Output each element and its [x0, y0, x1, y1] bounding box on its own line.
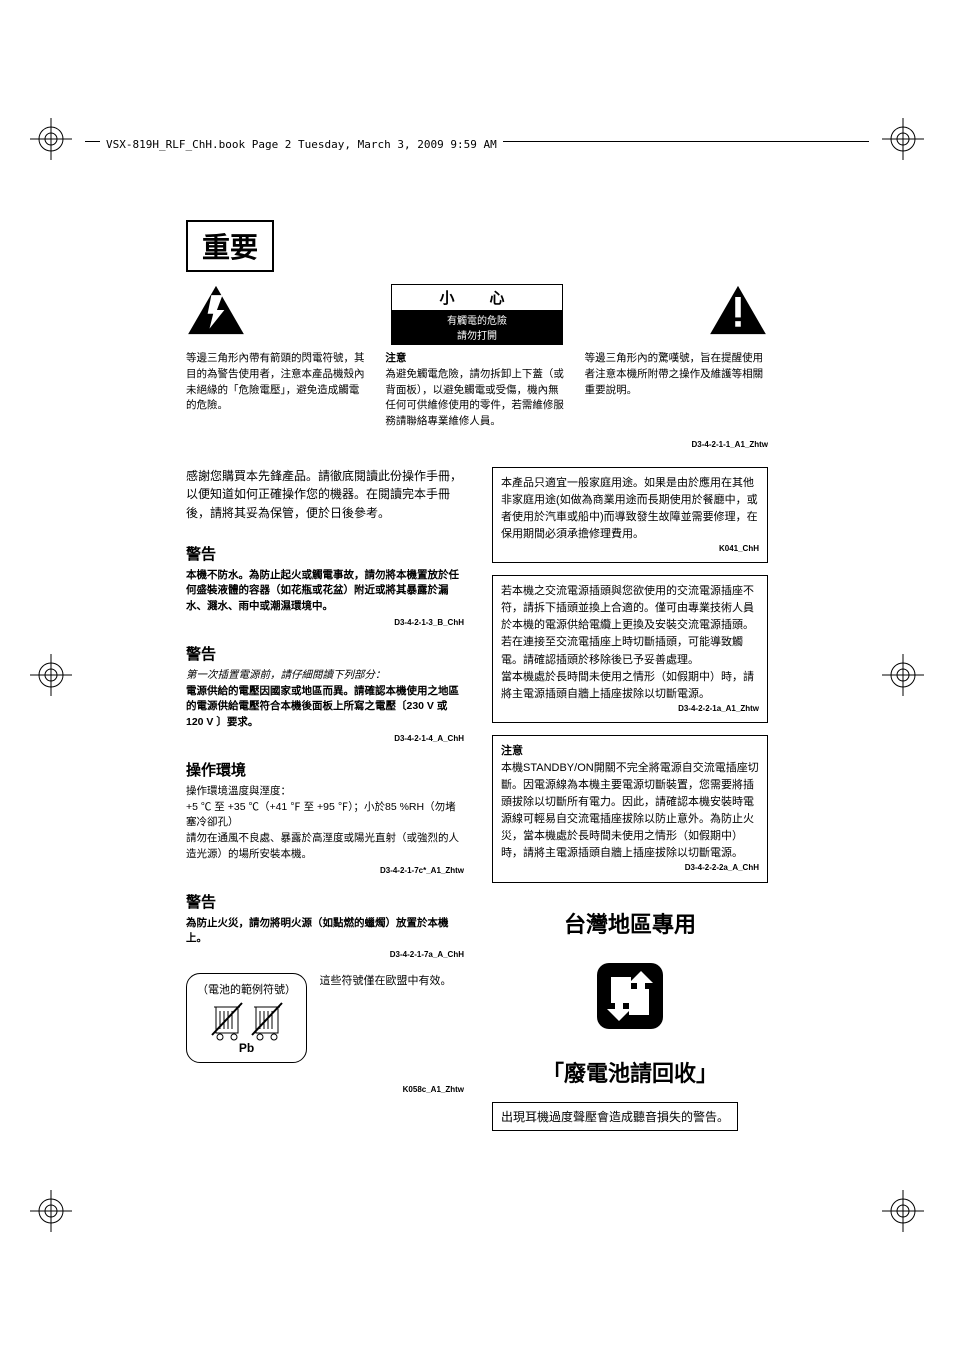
env-ref: D3-4-2-1-7c*_A1_Zhtw — [186, 866, 464, 875]
warn1-body: 本機不防水。為防止起火或觸電事故，請勿將本機置放於任何盛裝液體的容器（如花瓶或花… — [186, 568, 464, 615]
rbox3-text: 本機STANDBY/ON開關不完全將電源自交流電插座切斷。因電源線為本機主要電源… — [501, 762, 759, 859]
recycle-icon — [591, 957, 669, 1035]
mid-desc: 為避免觸電危險，請勿拆卸上下蓋（或背面板），以避免觸電或受傷，機內無任何可供維修… — [385, 368, 564, 427]
reg-mark-tl — [30, 118, 72, 160]
caution-box: 小 心 有觸電的危險請勿打開 — [391, 284, 563, 345]
reg-mark-bl — [30, 1190, 72, 1232]
taiwan-sub: 「廢電池請回收」 — [492, 1056, 768, 1088]
intro-text: 感謝您購買本先鋒產品。請徹底閱讀此份操作手冊，以便知道如何正確操作您的機器。在閱… — [186, 467, 464, 523]
taiwan-title: 台灣地區專用 — [492, 907, 768, 939]
warn2-ref: D3-4-2-1-4_A_ChH — [186, 734, 464, 743]
rbox1: 本產品只適宜一般家庭用途。如果是由於應用在其他非家庭用途(如做為商業用途而長期使… — [492, 467, 768, 564]
reg-mark-tr — [882, 118, 924, 160]
caution-line2: 請勿打開 — [392, 327, 562, 342]
exclaim-triangle-icon — [708, 284, 768, 336]
battery-pb: Pb — [197, 1041, 296, 1055]
rbox2a: 若本機之交流電源插頭與您欲使用的交流電源插座不符，請拆下插頭並換上合適的。僅可由… — [501, 583, 759, 668]
caution-line1: 有觸電的危險 — [392, 312, 562, 327]
bottom-box: 出現耳機過度聲壓會造成聽音損失的警告。 — [492, 1102, 738, 1131]
shock-triangle-icon — [186, 284, 246, 336]
rbox2-ref: D3-4-2-2-1a_A1_Zhtw — [501, 703, 759, 715]
rbox1-text: 本產品只適宜一般家庭用途。如果是由於應用在其他非家庭用途(如做為商業用途而長期使… — [501, 477, 758, 540]
battery-bin-icon — [210, 1001, 244, 1041]
content-area: 重要 小 心 有觸電的危險請勿打開 等邊三角形內帶有箭頭的閃電符號，其目的為警告… — [186, 220, 768, 1131]
shock-desc: 等邊三角形內帶有箭頭的閃電符號，其目的為警告使用者，注意本產品機殼內未絕緣的「危… — [186, 351, 369, 430]
battery-bin-pb-icon — [250, 1001, 284, 1041]
caution-row: 小 心 有觸電的危險請勿打開 — [186, 284, 768, 345]
rbox1-ref: K041_ChH — [501, 543, 759, 555]
env-b1: 操作環境溫度與溼度： — [186, 784, 464, 800]
exclaim-desc: 等邊三角形內的驚嘆號，旨在提醒使用者注意本機所附帶之操作及維護等相關重要說明。 — [585, 351, 768, 430]
warn3-ref: D3-4-2-1-7a_A_ChH — [186, 950, 464, 959]
env-head: 操作環境 — [186, 759, 464, 780]
warn3-body: 為防止火災，請勿將明火源（如點燃的蠟燭）放置於本機上。 — [186, 916, 464, 948]
ref-top: D3-4-2-1-1_A1_Zhtw — [186, 440, 768, 449]
warn2-head: 警告 — [186, 643, 464, 664]
left-column: 感謝您購買本先鋒產品。請徹底閱讀此份操作手冊，以便知道如何正確操作您的機器。在閱… — [186, 467, 464, 1131]
reg-mark-br — [882, 1190, 924, 1232]
reg-mark-cl — [30, 654, 72, 696]
rbox2b: 當本機處於長時間未使用之情形（如假期中）時，請將主電源插頭自牆上插座拔除以切斷電… — [501, 669, 759, 703]
page: VSX-819H_RLF_ChH.book Page 2 Tuesday, Ma… — [0, 0, 954, 1350]
warn2-intro: 第一次插置電源前，請仔細閱讀下列部分： — [186, 668, 464, 684]
header-text: VSX-819H_RLF_ChH.book Page 2 Tuesday, Ma… — [100, 138, 503, 151]
battery-section: （電池的範例符號） Pb 這些符號僅在歐盟中有效。 K058c_A1_Zhtw — [186, 973, 464, 1094]
warn3-head: 警告 — [186, 891, 464, 912]
warn1-ref: D3-4-2-1-3_B_ChH — [186, 618, 464, 627]
reg-mark-cr — [882, 654, 924, 696]
taiwan-section: 台灣地區專用 「廢電池請回收」 — [492, 907, 768, 1088]
env-b3: 請勿在通風不良處、暴露於高溼度或陽光直射（或強烈的人造光源）的場所安裝本機。 — [186, 831, 464, 863]
caution-descriptions: 等邊三角形內帶有箭頭的閃電符號，其目的為警告使用者，注意本產品機殼內未絕緣的「危… — [186, 351, 768, 430]
important-heading: 重要 — [186, 220, 274, 272]
rbox3-head: 注意 — [501, 743, 759, 760]
rbox3-ref: D3-4-2-2-2a_A_ChH — [501, 862, 759, 874]
caution-top: 小 心 — [392, 285, 562, 310]
right-column: 本產品只適宜一般家庭用途。如果是由於應用在其他非家庭用途(如做為商業用途而長期使… — [492, 467, 768, 1131]
mid-head: 注意 — [385, 352, 406, 364]
rbox3: 注意 本機STANDBY/ON開關不完全將電源自交流電插座切斷。因電源線為本機主… — [492, 735, 768, 883]
battery-label: （電池的範例符號） — [197, 981, 296, 997]
warn1-head: 警告 — [186, 543, 464, 564]
env-b2: +5 ℃ 至 +35 ℃（+41 ℉ 至 +95 ℉）；小於85 %RH（勿堵塞… — [186, 800, 464, 832]
two-columns: 感謝您購買本先鋒產品。請徹底閱讀此份操作手冊，以便知道如何正確操作您的機器。在閱… — [186, 467, 768, 1131]
battery-ref: K058c_A1_Zhtw — [186, 1085, 464, 1094]
warn2-body: 電源供給的電壓因國家或地區而異。請確認本機使用之地區的電源供給電壓符合本機後面板… — [186, 684, 464, 731]
battery-box: （電池的範例符號） Pb — [186, 973, 307, 1063]
rbox2: 若本機之交流電源插頭與您欲使用的交流電源插座不符，請拆下插頭並換上合適的。僅可由… — [492, 575, 768, 723]
battery-note: 這些符號僅在歐盟中有效。 — [319, 973, 459, 990]
